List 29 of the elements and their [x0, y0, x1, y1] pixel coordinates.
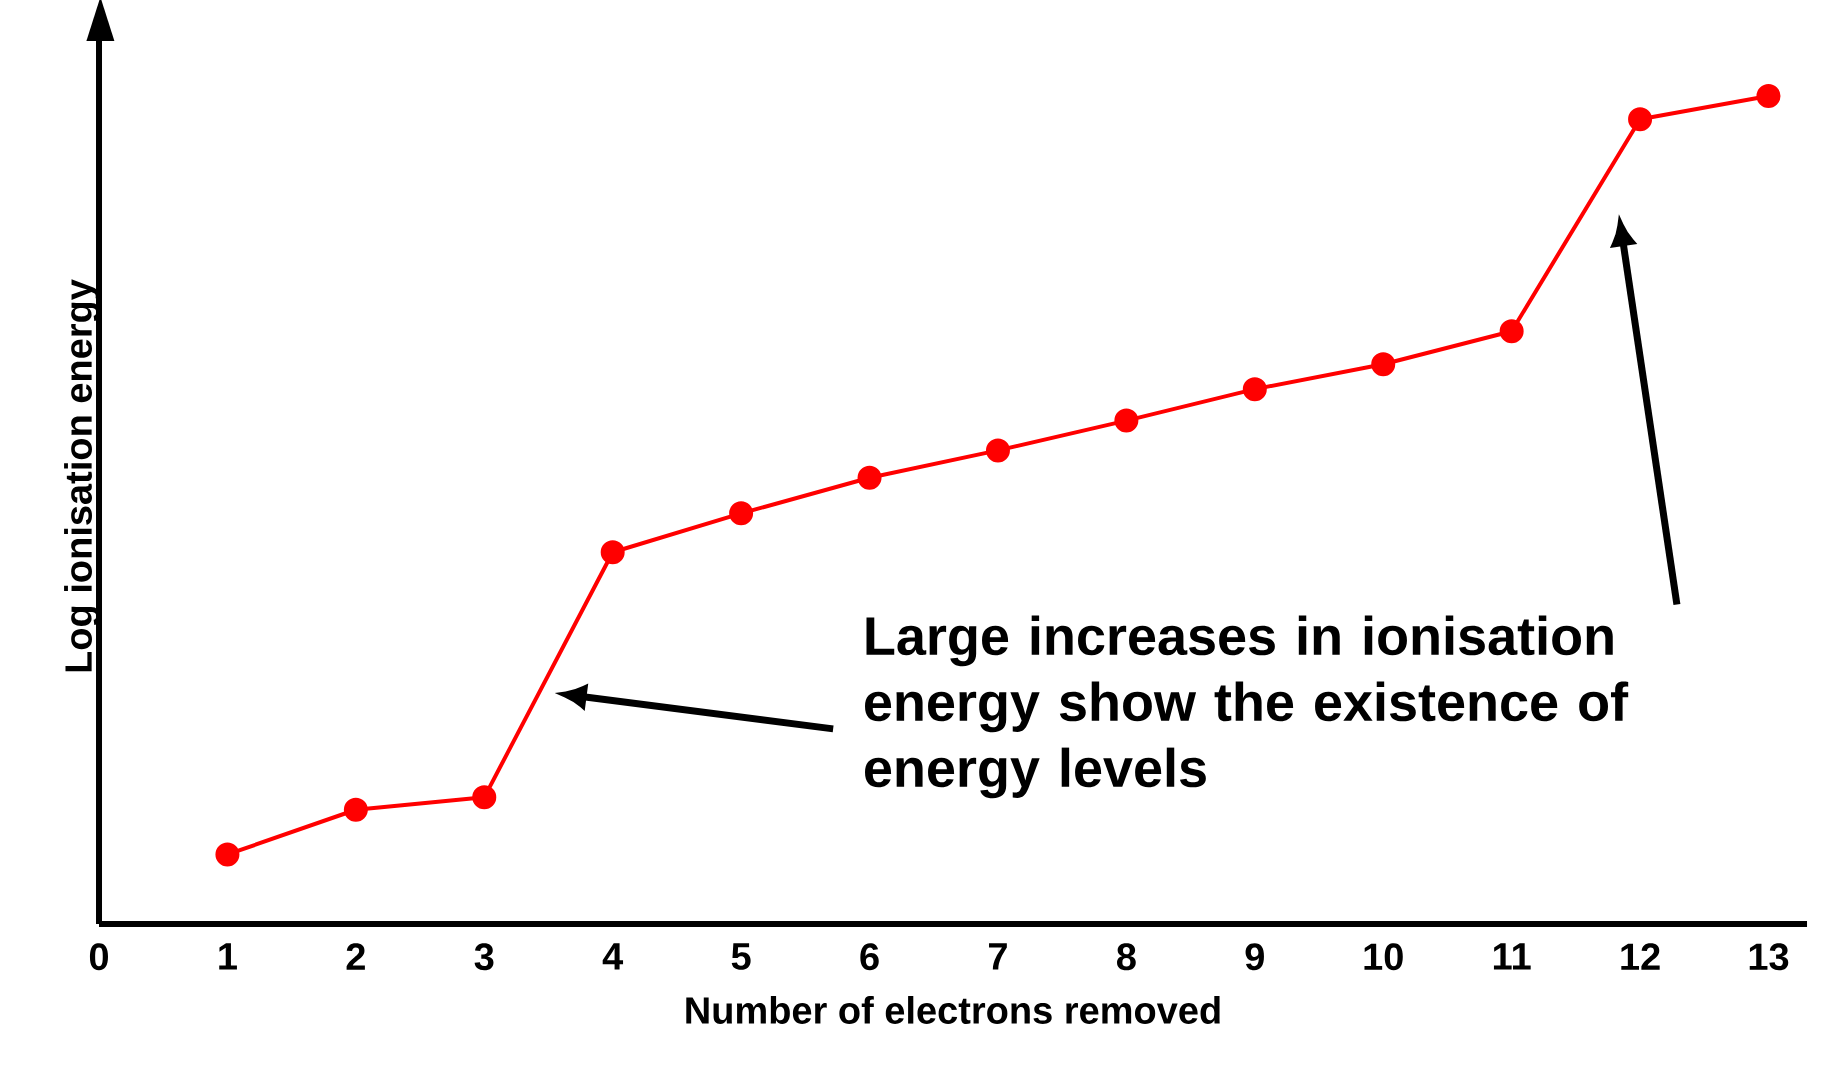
- x-axis-title: Number of electrons removed: [686, 996, 1220, 1024]
- x-tick-label: 0: [89, 943, 109, 971]
- x-tick-label: 6: [860, 943, 879, 971]
- point: [472, 785, 497, 810]
- x-tick-label: 4: [602, 943, 624, 970]
- x-tick-label: 11: [1493, 943, 1531, 970]
- x-tick-label: 7: [989, 943, 1007, 970]
- annotation: Large increases in ionisation energy show the existence of energy levels: [865, 615, 1629, 799]
- point: [1756, 84, 1781, 109]
- x-tick-label: 10: [1364, 943, 1403, 971]
- point: [729, 501, 754, 526]
- point: [1499, 319, 1524, 344]
- point: [1114, 408, 1139, 433]
- x-tick-label: 13: [1749, 943, 1789, 971]
- x-tick-label: 5: [731, 943, 751, 970]
- point: [215, 842, 240, 867]
- point: [1242, 377, 1267, 402]
- x-tick-label: 8: [1117, 943, 1136, 971]
- point: [1628, 107, 1653, 132]
- point: [1371, 352, 1396, 377]
- point: [343, 797, 368, 822]
- x-tick-label: 1: [219, 943, 237, 970]
- point: [857, 465, 882, 490]
- x-tick-label: 12: [1621, 943, 1660, 970]
- point: [985, 438, 1010, 463]
- x-tick-label: 3: [474, 943, 494, 971]
- x-tick-label: 2: [346, 943, 365, 970]
- point: [600, 540, 625, 565]
- x-tick-label: 9: [1245, 943, 1264, 971]
